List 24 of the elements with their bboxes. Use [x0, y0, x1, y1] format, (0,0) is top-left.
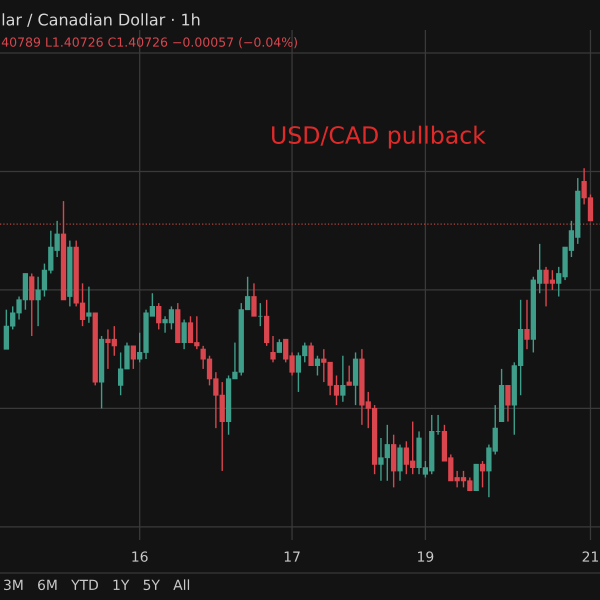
text: USD/CAD pullback — [272, 126, 486, 149]
candlestick — [524, 299, 530, 350]
candlestick — [276, 338, 282, 354]
x-tick-label: 21 — [582, 551, 598, 562]
candlestick — [251, 282, 257, 317]
candlestick — [308, 342, 314, 366]
candlestick — [156, 302, 162, 330]
candlestick — [29, 272, 34, 337]
candlestick — [505, 384, 511, 422]
candlestick — [480, 460, 486, 488]
candlestick — [346, 364, 352, 386]
candlestick — [397, 444, 403, 482]
x-tick-label: 19 — [418, 551, 434, 562]
chart-subtitle: 40789 L1.40726 C1.40726 −0.00057 (−0.04%) — [2, 37, 297, 48]
candlestick — [314, 355, 320, 376]
candlestick — [181, 318, 187, 350]
candlestick — [340, 355, 346, 402]
candlestick — [270, 335, 276, 364]
x-tick-label: 17 — [284, 552, 300, 562]
chart-title: lar / Canadian Dollar · 1h — [2, 13, 200, 27]
candlestick — [130, 345, 136, 370]
text: 3M 6M YTD 1Y 5Y All — [4, 579, 190, 590]
candlestick — [86, 286, 92, 324]
x-tick-label: 16 — [132, 551, 148, 562]
